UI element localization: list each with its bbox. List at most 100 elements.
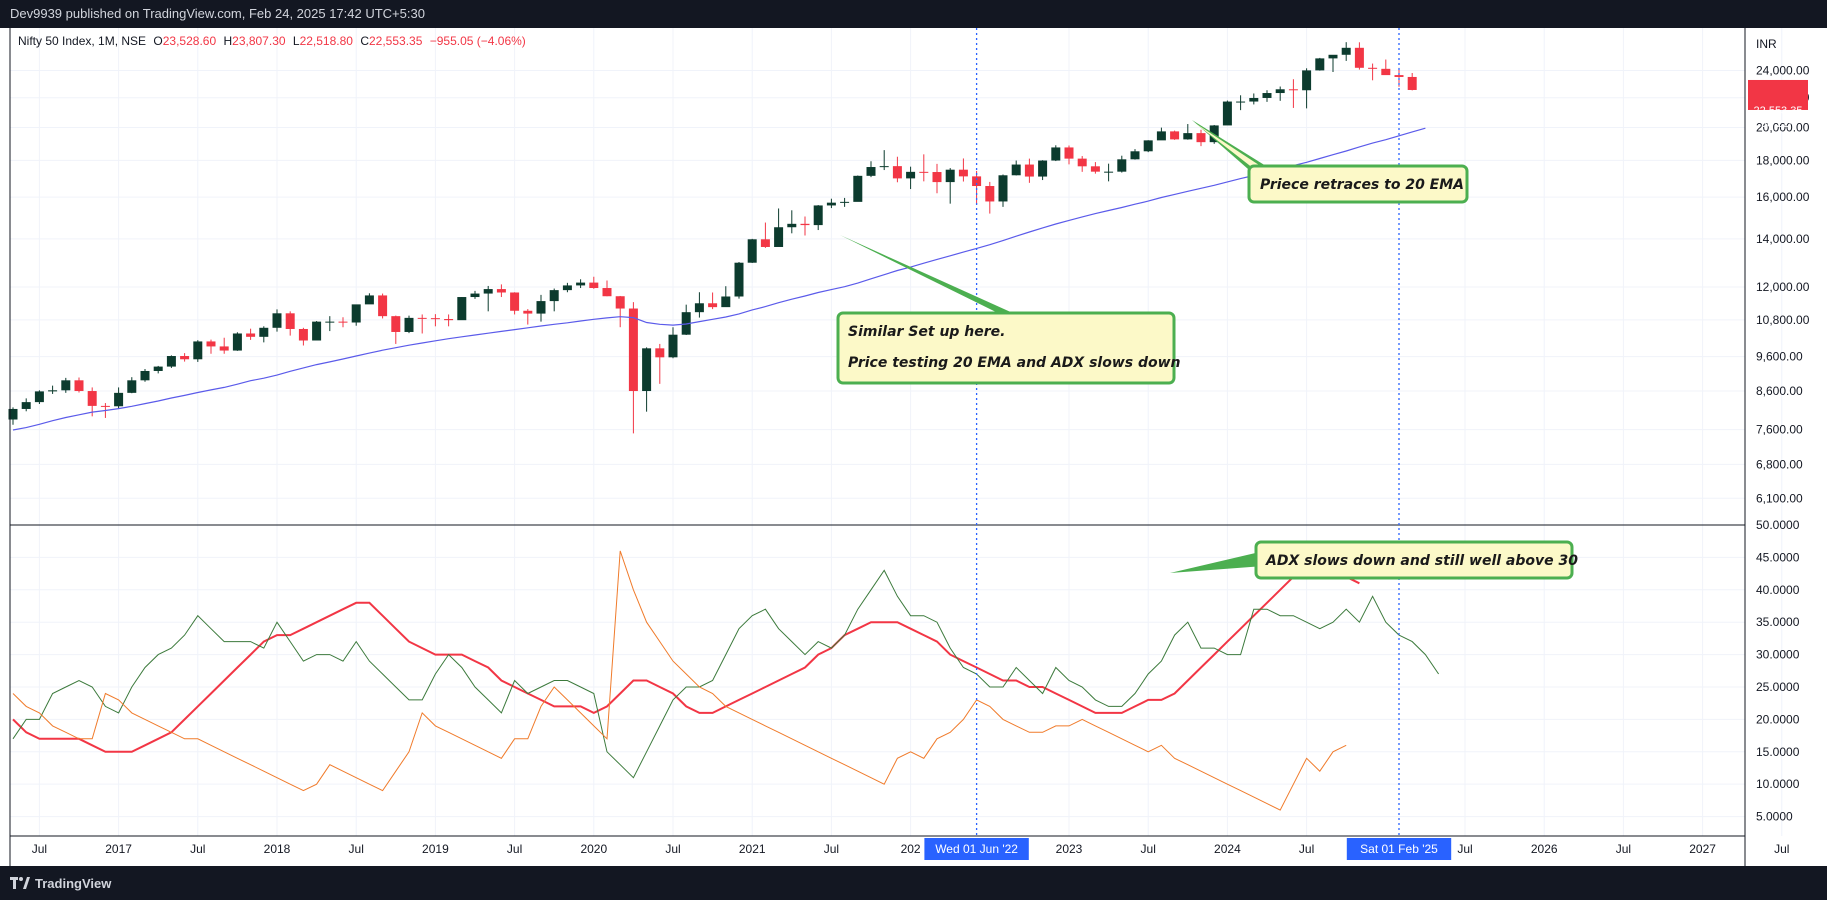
candle-body <box>760 239 770 247</box>
adx-line <box>12 569 1360 753</box>
candle-body <box>48 390 58 392</box>
time-tick-label: Jul <box>1141 842 1156 856</box>
candle-body <box>8 408 18 420</box>
legend-change: −955.05 (−4.06%) <box>430 34 526 48</box>
candle-body <box>1288 89 1298 91</box>
adx-pane <box>12 550 1440 811</box>
candle-body <box>417 317 427 319</box>
footer-bar: TradingView <box>0 866 1827 900</box>
candle-body <box>1130 151 1140 160</box>
candle-body <box>21 402 31 409</box>
candle-body <box>312 321 322 341</box>
time-tick-label: 2017 <box>105 842 132 856</box>
candle-body <box>576 282 586 286</box>
candle-body <box>906 171 916 179</box>
candle-body <box>1196 133 1206 143</box>
di-minus-line <box>12 550 1347 811</box>
candle-body <box>298 328 308 341</box>
price-tick-label: 9,600.00 <box>1756 350 1803 364</box>
candle-body <box>1051 147 1061 161</box>
callout-similar-setup[interactable]: Similar Set up here. Price testing 20 EM… <box>836 235 1181 385</box>
candle-body <box>536 301 546 314</box>
candle-body <box>206 341 216 347</box>
candle-body <box>510 292 520 311</box>
candle-body <box>747 239 757 263</box>
candle-body <box>1038 160 1048 177</box>
candle-body <box>34 391 44 403</box>
ema-line <box>12 127 1426 431</box>
candle-body <box>114 392 124 407</box>
candle-body <box>958 169 968 177</box>
legend-l-label: L <box>293 34 300 48</box>
candle-body <box>338 321 348 323</box>
candle-body <box>1368 67 1378 69</box>
currency-label[interactable]: INR <box>1756 37 1777 51</box>
candle-body <box>734 262 744 297</box>
candle-body <box>1381 68 1391 76</box>
candle-body <box>259 327 269 337</box>
candle-body <box>1104 171 1114 173</box>
candle-body <box>180 356 190 360</box>
time-tick-label: 202 <box>901 842 921 856</box>
candle-body <box>378 295 388 317</box>
candle-body <box>866 167 876 176</box>
legend-symbol: Nifty 50 Index, 1M, NSE <box>18 34 146 48</box>
time-tick-label: 2021 <box>739 842 766 856</box>
legend-c-label: C <box>360 34 369 48</box>
candle-body <box>1236 101 1246 103</box>
callout-adx-slows[interactable]: ADX slows down and still well above 30 <box>1170 540 1578 580</box>
callout-ema-retrace[interactable]: Priece retraces to 20 EMA <box>1192 120 1469 204</box>
time-axis-ticks: Jul 2017 Jul 2018 Jul 2019 Jul 2020 Jul 2021 Jul 20… <box>32 838 1789 860</box>
candle-body <box>219 346 229 351</box>
candle-body <box>1090 166 1100 172</box>
candle-body <box>364 295 374 305</box>
price-pane <box>8 42 1426 434</box>
candle-body <box>1209 125 1219 143</box>
time-tick-label: 2024 <box>1214 842 1241 856</box>
adx-tick-label: 15.0000 <box>1756 745 1800 759</box>
tradingview-logo[interactable]: TradingView <box>10 876 111 891</box>
price-tick-label: 6,800.00 <box>1756 457 1803 471</box>
time-tick-label: 2023 <box>1056 842 1083 856</box>
time-tick-label: 2018 <box>264 842 291 856</box>
candle-body <box>1354 47 1364 68</box>
time-marker-label: Sat 01 Feb '25 <box>1360 842 1438 856</box>
adx-tick-label: 20.0000 <box>1756 712 1800 726</box>
candle-body <box>985 186 995 202</box>
candle-body <box>61 380 71 391</box>
adx-axis-ticks: 50.0000 45.0000 40.0000 35.0000 30.0000 25.00… <box>1756 518 1800 824</box>
candle-body <box>1302 70 1312 91</box>
candle-body <box>166 356 176 367</box>
candle-body <box>892 166 902 179</box>
candle-body <box>391 316 401 332</box>
chart-svg[interactable]: Nifty 50 Index, 1M, NSE O23,528.60 H23,8… <box>0 28 1827 866</box>
adx-tick-label: 5.0000 <box>1756 810 1793 824</box>
candle-body <box>853 175 863 202</box>
candle-body <box>1407 76 1417 90</box>
candle-body <box>272 313 282 328</box>
adx-tick-label: 50.0000 <box>1756 518 1800 532</box>
candle-body <box>1011 164 1021 176</box>
candle-body <box>140 370 150 381</box>
candle-body <box>800 223 810 226</box>
legend-h-value: 23,807.30 <box>232 34 286 48</box>
candle-body <box>193 341 203 360</box>
candle-body <box>1064 147 1074 159</box>
adx-tick-label: 35.0000 <box>1756 615 1800 629</box>
adx-tick-label: 45.0000 <box>1756 550 1800 564</box>
candle-body <box>628 308 638 392</box>
candle-body <box>246 333 256 337</box>
legend-h-label: H <box>223 34 232 48</box>
candle-body <box>470 293 480 298</box>
chart-frame[interactable]: Nifty 50 Index, 1M, NSE O23,528.60 H23,8… <box>0 28 1827 866</box>
candle-body <box>1341 47 1351 55</box>
price-tick-label: 14,000.00 <box>1756 232 1810 246</box>
candle-body <box>1170 131 1180 140</box>
publisher-text: Dev9939 published on TradingView.com, Fe… <box>10 6 425 21</box>
candle-body <box>813 205 823 226</box>
last-price: 22,553.35 <box>1754 105 1803 117</box>
candle-body <box>602 288 612 297</box>
candle-body <box>945 169 955 183</box>
candle-body <box>721 296 731 308</box>
candle-body <box>127 380 137 393</box>
